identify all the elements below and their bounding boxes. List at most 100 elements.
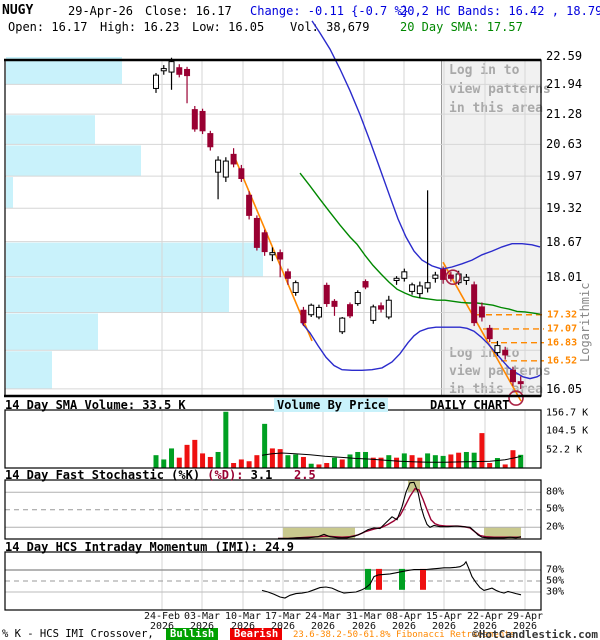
candlestick — [323, 284, 330, 305]
volume-value: Vol: 38,679 — [290, 20, 370, 34]
candlestick — [277, 252, 284, 260]
volume-bar — [417, 457, 423, 468]
bullish-badge: Bullish — [166, 628, 219, 640]
volume-bar — [401, 453, 407, 468]
hc-bands-value: 20,2 HC Bands: 16.42 , 18.79 — [400, 4, 600, 18]
footer-legend-label: % K - HCS IMI Crossover, — [2, 628, 154, 640]
volume-bar — [169, 448, 175, 468]
volume-bar — [463, 451, 469, 468]
sma-value: 20 Day SMA: 17.57 — [400, 20, 523, 34]
candlestick — [354, 292, 361, 305]
volume-bar — [184, 444, 190, 468]
volume-bar — [510, 450, 516, 468]
candlestick — [246, 194, 253, 216]
imi-crossover-signal-bar — [365, 568, 371, 590]
stochastic-zone-shading — [484, 527, 521, 539]
imi-pane-border — [4, 551, 542, 611]
bollinger-lower-band — [301, 322, 541, 380]
quote-date: 29-Apr-26 — [68, 4, 134, 18]
stochastic-zone-shading — [408, 480, 420, 493]
volume-by-price-bar — [6, 57, 122, 85]
volume-bar — [192, 439, 198, 468]
stoch-d-value: 2.5 — [272, 468, 316, 482]
candlestick — [269, 252, 276, 256]
candlestick — [339, 317, 346, 333]
volume-bar — [285, 455, 291, 468]
candlestick — [385, 299, 392, 318]
imi-crossover-signal-bar — [399, 568, 405, 590]
stochastic-pane-border — [4, 479, 542, 540]
stochastic-zone-shading — [283, 527, 355, 539]
fib-trendline — [442, 261, 522, 402]
volume-bar — [277, 449, 283, 468]
ticker-symbol: NUGY — [2, 3, 34, 18]
volume-bar — [293, 454, 299, 468]
candlestick — [176, 67, 183, 75]
candlestick — [261, 232, 268, 253]
candlestick — [486, 327, 493, 340]
candlestick — [284, 271, 291, 279]
sma-20-line — [299, 172, 541, 315]
candlestick — [401, 271, 408, 279]
candlestick — [238, 168, 245, 180]
volume-bar — [308, 463, 314, 468]
volume-bar — [331, 457, 337, 468]
volume-pane-title: 14 Day SMA Volume: 33.5 K — [5, 398, 186, 412]
candlestick — [292, 282, 299, 294]
stoch-k-value: 3.1 — [243, 468, 273, 482]
volume-bar — [479, 433, 485, 468]
candlestick — [393, 277, 400, 281]
candlestick — [362, 281, 369, 288]
volume-by-price-label: Volume By Price — [274, 398, 389, 412]
candlestick — [517, 381, 524, 385]
volume-bar — [161, 459, 167, 468]
copyright-link[interactable]: ©HotCandlestick.com — [472, 628, 598, 640]
candlestick — [478, 306, 485, 318]
bollinger-upper-band — [311, 20, 541, 270]
candlestick — [199, 110, 206, 132]
volume-bar — [347, 454, 353, 468]
volume-by-price-bar — [6, 351, 52, 389]
volume-by-price-bar — [6, 177, 13, 209]
volume-bar — [487, 463, 493, 468]
candlestick — [447, 274, 454, 279]
volume-bar — [269, 448, 275, 468]
candlestick — [424, 282, 431, 289]
candlestick — [471, 284, 478, 324]
candlestick — [300, 309, 307, 324]
close-value: Close: 16.17 — [145, 4, 232, 18]
volume-bar — [300, 456, 306, 468]
login-prompt-bottom: Log in to view patterns in this area — [449, 346, 551, 397]
imi-line — [261, 560, 522, 599]
volume-bar — [246, 461, 252, 468]
volume-by-price-bar — [6, 242, 263, 277]
volume-by-price-bar — [6, 115, 95, 145]
imi-crossover-signal-bar — [420, 568, 426, 590]
candlestick — [215, 159, 222, 173]
login-prompt-top: Log in to view patterns in this area — [449, 63, 551, 116]
volume-bar — [471, 452, 477, 468]
volume-bar — [176, 457, 182, 468]
volume-bar — [223, 411, 229, 468]
candlestick — [184, 68, 191, 77]
volume-bar — [425, 453, 431, 468]
candlestick — [160, 68, 167, 72]
open-value: Open: 16.17 — [8, 20, 88, 34]
volume-by-price-bar — [6, 145, 141, 177]
volume-bar — [339, 459, 345, 468]
candlestick — [494, 345, 501, 354]
change-value: Change: -0.11 {-0.7 %} — [250, 4, 409, 18]
candlestick — [409, 284, 416, 292]
volume-bar — [238, 459, 244, 468]
volume-by-price-bar — [6, 313, 98, 351]
volume-bar — [370, 457, 376, 468]
candlestick — [432, 274, 439, 279]
volume-by-price-bar — [6, 277, 229, 313]
fibonacci-legend: 23.6-38.2-50-61.8% Fibonacci Retracement… — [293, 630, 516, 640]
volume-bar — [448, 454, 454, 468]
volume-bar — [215, 451, 221, 468]
volume-bar — [518, 454, 524, 468]
volume-bar — [153, 455, 159, 468]
